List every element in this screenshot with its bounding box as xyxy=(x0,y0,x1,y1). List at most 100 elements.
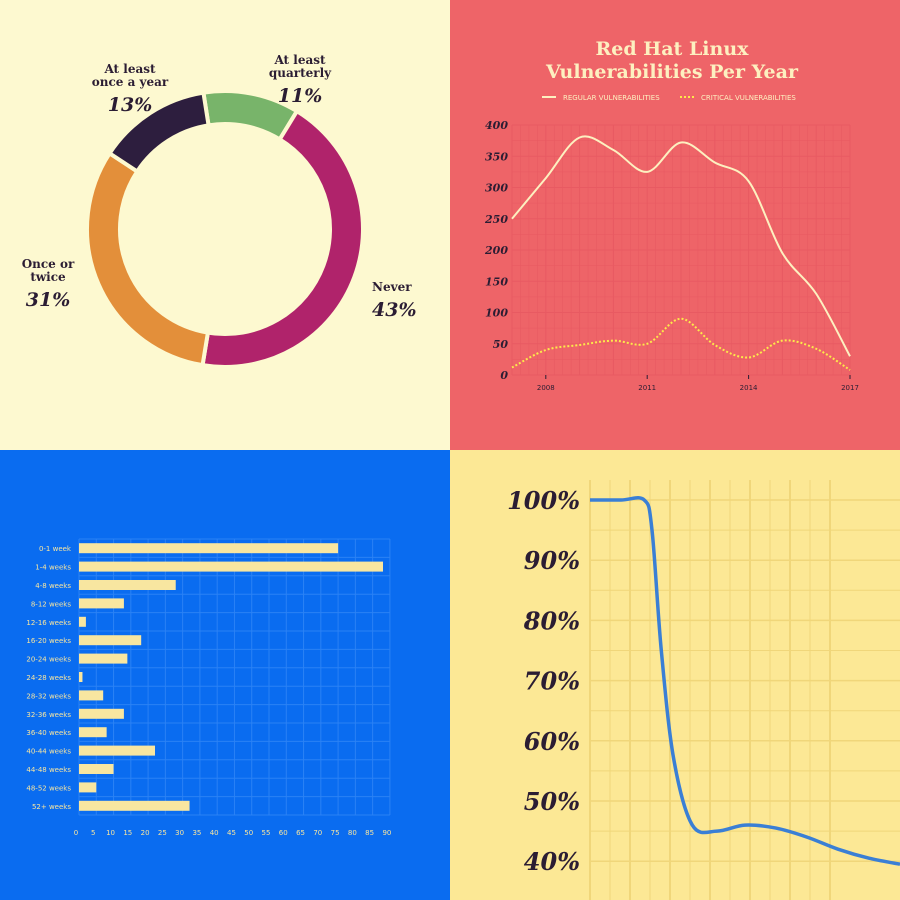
y-tick-label: 100% xyxy=(507,486,580,515)
category-label: 24-28 weeks xyxy=(26,674,71,682)
slice-label-text: twice xyxy=(30,270,66,284)
y-tick-label: 90% xyxy=(524,546,580,575)
percentage-chart-panel: 100% 90% 80% 70% 60% 50% 40% xyxy=(450,450,900,900)
category-label: 20-24 weeks xyxy=(26,656,71,664)
bar xyxy=(79,782,97,793)
category-label: 0-1 week xyxy=(39,545,72,553)
chart-title-line: Red Hat Linux xyxy=(596,38,750,60)
bar xyxy=(79,635,142,646)
x-tick-label: 2014 xyxy=(740,384,758,392)
y-tick-label: 200 xyxy=(484,244,508,257)
bar xyxy=(79,580,176,590)
category-label: 28-32 weeks xyxy=(26,692,71,700)
slice-label: Never 43% xyxy=(372,280,417,321)
category-label: 36-40 weeks xyxy=(26,729,71,737)
panel-background xyxy=(450,450,900,900)
x-tick-label: 35 xyxy=(192,829,201,837)
slice-label-text: At least xyxy=(273,53,326,67)
bar xyxy=(79,561,383,572)
y-tick-label: 350 xyxy=(485,150,508,163)
category-label: 48-52 weeks xyxy=(26,784,71,792)
y-tick-label: 60% xyxy=(524,727,580,756)
vulnerabilities-chart-panel: Red Hat Linux Vulnerabilities Per Year REG… xyxy=(450,0,900,450)
panel-background xyxy=(0,450,450,900)
x-tick-label: 25 xyxy=(158,829,167,837)
series-line xyxy=(590,496,900,866)
slice-label-text: Once or xyxy=(22,257,75,271)
bar xyxy=(79,745,155,756)
y-tick-label: 400 xyxy=(485,119,508,132)
category-label: 52+ weeks xyxy=(32,803,71,811)
slice-percent: 13% xyxy=(108,94,153,116)
slice-label-text: quarterly xyxy=(269,66,332,80)
series-line-regular xyxy=(511,135,851,357)
category-label: 40-44 weeks xyxy=(26,748,71,756)
y-tick-label: 100 xyxy=(485,307,508,320)
y-tick-label: 50% xyxy=(524,787,580,816)
bar xyxy=(79,543,339,554)
x-tick-label: 65 xyxy=(296,829,305,837)
x-tick-label: 5 xyxy=(91,829,95,837)
x-tick-label: 45 xyxy=(227,829,236,837)
chart-title-line: Vulnerabilities Per Year xyxy=(545,61,799,83)
y-tick-label: 40% xyxy=(524,847,580,876)
slice-percent: 11% xyxy=(278,85,323,107)
x-tick-label: 50 xyxy=(244,829,253,837)
y-tick-label: 250 xyxy=(484,213,508,226)
category-label: 12-16 weeks xyxy=(26,619,71,627)
x-tick-label: 80 xyxy=(348,829,357,837)
y-tick-label: 80% xyxy=(523,606,580,635)
x-tick-label: 30 xyxy=(175,829,184,837)
bar xyxy=(79,800,190,811)
bar xyxy=(79,708,124,719)
x-tick-label: 0 xyxy=(74,829,78,837)
category-label: 4-8 weeks xyxy=(35,582,71,590)
panel-background xyxy=(0,0,450,450)
x-tick-label: 60 xyxy=(279,829,288,837)
bar xyxy=(79,764,114,774)
y-tick-label: 70% xyxy=(524,667,580,696)
x-tick-label: 10 xyxy=(106,829,115,837)
y-tick-label: 300 xyxy=(485,182,508,195)
slice-label-text: At least xyxy=(103,62,156,76)
donut-chart-panel: At least quarterly 11% Never 43% Once or twice… xyxy=(0,0,450,450)
bar xyxy=(79,616,86,627)
x-tick-label: 40 xyxy=(210,829,219,837)
category-label: 8-12 weeks xyxy=(31,600,72,608)
x-tick-label: 90 xyxy=(382,829,391,837)
donut-slice xyxy=(200,108,365,369)
x-tick-label: 20 xyxy=(141,829,150,837)
x-tick-label: 15 xyxy=(123,829,132,837)
category-label: 44-48 weeks xyxy=(26,766,71,774)
bar xyxy=(79,727,107,738)
y-tick-label: 0 xyxy=(500,369,508,382)
category-label: 16-20 weeks xyxy=(26,637,71,645)
y-tick-label: 150 xyxy=(485,275,508,288)
donut-slice xyxy=(106,90,211,175)
x-tick-label: 2017 xyxy=(841,384,859,392)
slice-percent: 43% xyxy=(372,299,417,321)
bar xyxy=(79,653,128,664)
weeks-bar-chart-panel: 0-1 week 1-4 weeks 4-8 weeks 8-12 weeks 12-1… xyxy=(0,450,450,900)
slice-label-text: Never xyxy=(372,280,412,294)
legend-label: REGULAR VULNERABILITIES xyxy=(563,94,660,102)
legend-label: CRITICAL VULNERABILITIES xyxy=(701,94,796,102)
x-tick-label: 70 xyxy=(313,829,322,837)
x-tick-label: 2011 xyxy=(638,384,656,392)
x-tick-label: 2008 xyxy=(537,384,555,392)
category-label: 32-36 weeks xyxy=(26,711,71,719)
bar xyxy=(79,598,124,609)
y-tick-label: 50 xyxy=(493,338,509,351)
weeks-bar-chart: 0-1 week 1-4 weeks 4-8 weeks 8-12 weeks 12-1… xyxy=(0,450,450,900)
category-label: 1-4 weeks xyxy=(35,564,71,572)
x-tick-label: 55 xyxy=(262,829,271,837)
percentage-line-chart: 100% 90% 80% 70% 60% 50% 40% xyxy=(450,450,900,900)
x-tick-label: 85 xyxy=(365,829,374,837)
bar xyxy=(79,690,104,701)
slice-label-text: once a year xyxy=(92,75,169,89)
bar xyxy=(79,672,83,682)
